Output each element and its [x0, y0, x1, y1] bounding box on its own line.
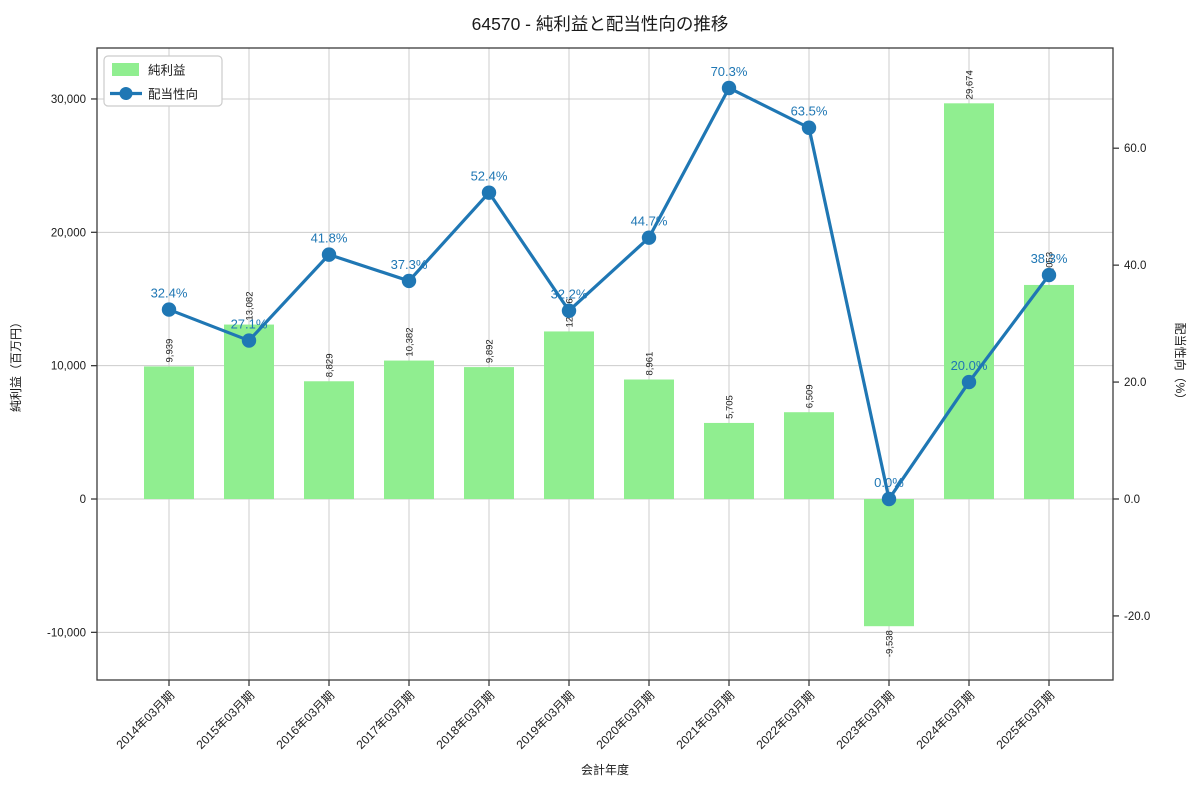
- payout-marker: [881, 491, 897, 507]
- y-tick-label-right: 60.0: [1124, 143, 1146, 155]
- legend-label-net-profit: 純利益: [148, 64, 186, 78]
- bar-value-label: 9,892: [485, 339, 496, 363]
- payout-value-label: 44.7%: [631, 214, 668, 229]
- y-tick-label-right: 40.0: [1124, 260, 1146, 272]
- x-tick-label: 2020年03月期: [593, 688, 657, 752]
- x-tick-label: 2023年03月期: [833, 688, 897, 752]
- bar-value-label: 8,961: [645, 352, 656, 376]
- y-axis-title-left: 純利益（百万円）: [9, 316, 23, 412]
- payout-value-label: 38.3%: [1031, 251, 1068, 266]
- line-layer: 32.4% 27.1% 41.8% 37.3% 52.4% 32.2% 44.7% 70.3%…: [151, 64, 1068, 507]
- x-tick-label: 2021年03月期: [673, 688, 737, 752]
- bar-value-label: 5,705: [725, 395, 736, 419]
- payout-marker: [561, 303, 577, 318]
- bars-layer: 9,93913,0828,82910,3829,89212,5668,9615,…: [144, 70, 1074, 657]
- y-tick-label-left: 0: [80, 494, 86, 506]
- y-tick-label-left: -10,000: [47, 627, 86, 639]
- payout-marker: [321, 247, 337, 262]
- bar-value-label: 9,939: [165, 339, 176, 363]
- bar-value-label: -9,538: [885, 630, 896, 657]
- x-tick-label: 2019年03月期: [513, 688, 577, 752]
- payout-marker: [1041, 267, 1057, 283]
- y-tick-label-left: 10,000: [51, 361, 86, 373]
- x-tick-label: 2014年03月期: [113, 688, 177, 752]
- payout-value-label: 32.2%: [551, 287, 588, 302]
- bar: [544, 331, 594, 500]
- y-tick-label-right: -20.0: [1124, 611, 1150, 623]
- payout-marker: [161, 302, 177, 317]
- legend-label-payout-ratio: 配当性向: [148, 87, 198, 102]
- bar-value-label: 29,674: [965, 70, 976, 99]
- y-axis-title-right: 配当性向（%）: [1173, 323, 1188, 406]
- payout-line: [167, 86, 1051, 501]
- line-series-marker-icon: [119, 87, 133, 100]
- y-tick-label-left: 20,000: [51, 227, 86, 239]
- payout-marker: [481, 185, 497, 200]
- bar: [784, 412, 834, 500]
- payout-value-label: 63.5%: [791, 104, 828, 119]
- bar-value-label: 13,082: [245, 292, 256, 321]
- payout-marker: [401, 273, 417, 289]
- bar: [624, 379, 674, 500]
- y-tick-label-left: 30,000: [51, 94, 86, 106]
- legend: 純利益 配当性向: [103, 55, 223, 107]
- x-tick-label: 2024年03月期: [913, 688, 977, 752]
- payout-marker: [801, 120, 817, 135]
- bar: [144, 366, 194, 500]
- payout-marker: [721, 80, 737, 96]
- bar: [224, 324, 274, 500]
- payout-value-label: 0.0%: [874, 475, 904, 490]
- bar: [384, 360, 434, 500]
- bar: [1024, 284, 1074, 500]
- payout-marker: [961, 374, 977, 390]
- payout-value-label: 37.3%: [391, 257, 428, 272]
- payout-value-label: 20.0%: [951, 358, 988, 373]
- x-tick-label: 2015年03月期: [193, 688, 257, 752]
- bar: [464, 367, 514, 500]
- x-tick-label: 2017年03月期: [353, 688, 417, 752]
- bar: [704, 422, 754, 500]
- x-tick-label: 2018年03月期: [433, 688, 497, 752]
- bar-value-label: 6,509: [805, 384, 816, 408]
- payout-value-label: 27.1%: [231, 317, 268, 332]
- bar-value-label: 10,382: [405, 328, 416, 357]
- chart-title: 64570 - 純利益と配当性向の推移: [472, 14, 729, 34]
- x-tick-label: 2025年03月期: [993, 688, 1057, 752]
- bar-value-label: 8,829: [325, 353, 336, 377]
- x-axis-title: 会計年度: [581, 762, 629, 777]
- bar: [864, 499, 914, 627]
- payout-marker: [241, 333, 257, 348]
- payout-value-label: 32.4%: [151, 286, 188, 301]
- x-tick-label: 2016年03月期: [273, 688, 337, 752]
- x-tick-label: 2022年03月期: [753, 688, 817, 752]
- payout-value-label: 41.8%: [311, 231, 348, 246]
- y-tick-label-right: 0.0: [1124, 494, 1140, 506]
- payout-value-label: 70.3%: [711, 64, 748, 79]
- bar-value-label: 16,053: [1045, 252, 1056, 281]
- plot-border: [96, 47, 1114, 681]
- bar: [304, 381, 354, 500]
- y-tick-label-right: 20.0: [1124, 377, 1146, 389]
- payout-value-label: 52.4%: [471, 169, 508, 184]
- bar-series-swatch-icon: [112, 63, 139, 76]
- payout-marker: [641, 230, 657, 245]
- bar: [944, 103, 994, 500]
